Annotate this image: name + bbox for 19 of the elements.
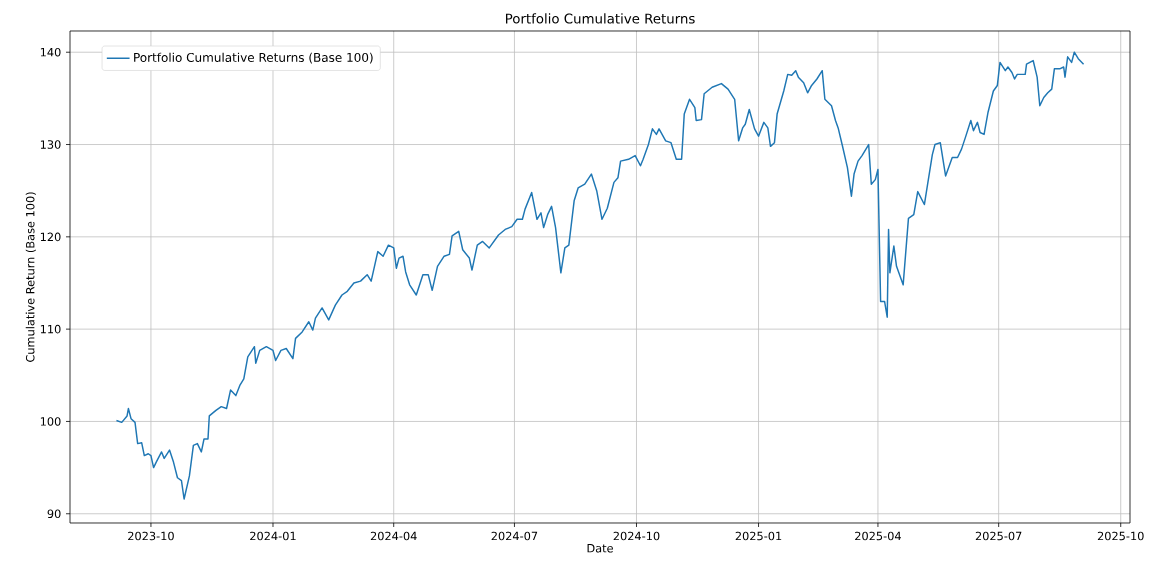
x-axis-title: Date bbox=[587, 544, 613, 553]
x-tick-label: 2024-01 bbox=[250, 531, 296, 541]
x-tick-label: 2023-10 bbox=[128, 531, 174, 541]
x-tick-label: 2024-04 bbox=[370, 531, 417, 541]
x-tick-label: 2025-10 bbox=[1097, 531, 1144, 541]
y-tick-label: 120 bbox=[40, 232, 61, 242]
y-tick-label: 90 bbox=[47, 509, 61, 519]
x-tick-label: 2024-07 bbox=[491, 531, 538, 541]
y-tick-label: 110 bbox=[40, 324, 61, 334]
chart-title: Portfolio Cumulative Returns bbox=[506, 13, 695, 24]
x-tick-label: 2025-04 bbox=[855, 531, 901, 541]
x-tick-label: 2025-01 bbox=[735, 531, 782, 541]
x-tick-label: 2024-10 bbox=[613, 531, 660, 541]
y-axis-title: Cumulative Return (Base 100) bbox=[25, 192, 36, 362]
x-tick-label: 2025-07 bbox=[975, 531, 1022, 541]
y-tick-label: 140 bbox=[40, 47, 61, 57]
legend-label: Portfolio Cumulative Returns (Base 100) bbox=[134, 52, 373, 64]
y-tick-label: 100 bbox=[40, 417, 61, 426]
y-tick-label: 130 bbox=[40, 140, 61, 149]
